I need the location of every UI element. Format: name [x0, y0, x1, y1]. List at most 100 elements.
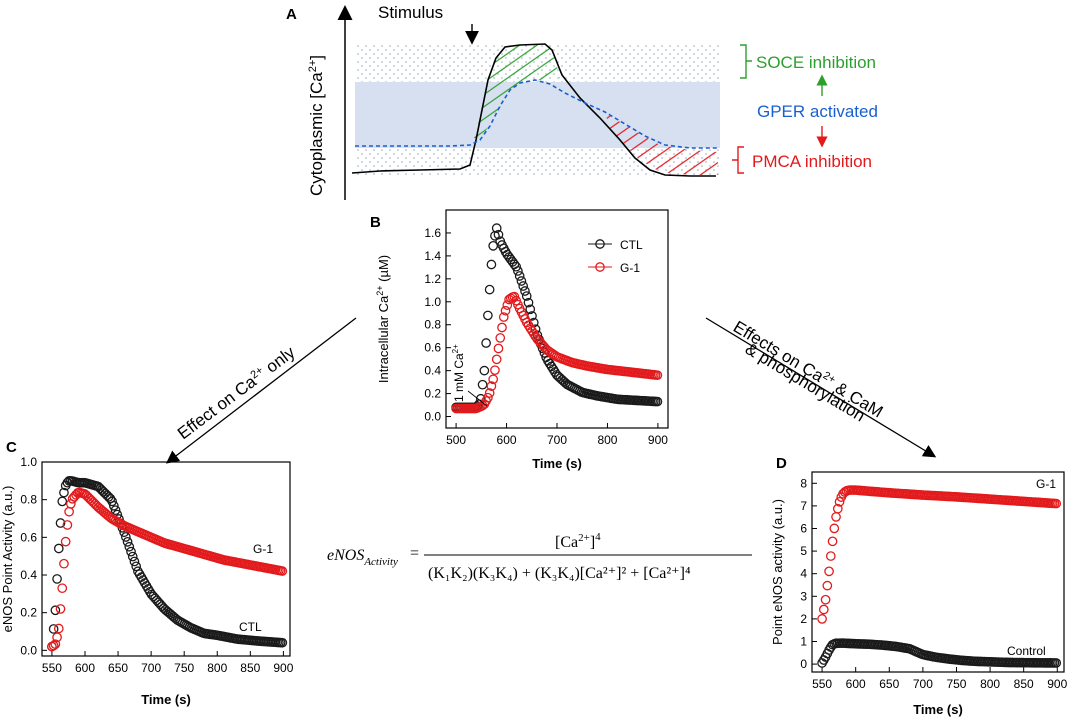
panel-c-ctl-point [108, 500, 119, 511]
panel-c-y-tick-label: 0.6 [20, 530, 37, 544]
panel-d-y-tick-label: 5 [800, 544, 807, 558]
panel-c-ctl-point [57, 496, 68, 507]
panel-b-y-tick-label: 1.2 [424, 272, 441, 286]
panel-d-g-1-point [822, 580, 833, 591]
panel-c-g-1-point [57, 583, 68, 594]
panel-b-g-1-point [486, 381, 497, 391]
panel-c-ctl-point [53, 543, 64, 554]
panel-d-g-1-point [832, 503, 843, 514]
panel-c-g-1-point [60, 536, 71, 547]
panel-c-ctl-point [48, 624, 59, 634]
panel-c-g-1-point [59, 558, 69, 569]
panel-b-ctl-point [516, 276, 527, 286]
panel-d-control-label: Control [1007, 644, 1046, 658]
panel-b-annotation-pointer [467, 390, 488, 407]
panel-c-y-axis-label: eNOS Point Activity (a.u.) [0, 486, 15, 633]
panel-c-g-1-point [90, 499, 100, 509]
panel-d-y-tick-label: 2 [800, 612, 807, 626]
panel-c-ctl-point [102, 490, 112, 501]
panel-c-ctl-point [50, 605, 61, 616]
panel-c-y-tick-label: 0.4 [20, 568, 37, 582]
panel-c-ctl-point [55, 518, 66, 528]
panel-b-x-tick-label: 700 [547, 433, 567, 447]
panel-d-x-tick-label: 600 [846, 677, 866, 691]
panel-c-g-1-point [53, 623, 64, 634]
gper-label: GPER activated [757, 102, 878, 121]
panel-b-x-tick-label: 500 [446, 433, 466, 447]
panel-b-legend-label: CTL [620, 238, 643, 252]
equation-denominator: (K₁K₂)(K₃K₄) + (K₃K₄)[Ca²⁺]² + [Ca²⁺]⁴ [428, 565, 691, 582]
panel-c-chart: C 550 600 650 700 750 800 850 900 0.0 0.2 0.4 0.6 0.… [0, 439, 294, 707]
panel-c-ctl-point [96, 485, 107, 495]
panel-c-x-tick-label: 900 [273, 661, 293, 675]
panel-b-y-tick-label: 0.4 [424, 364, 441, 378]
panel-c-g-1-point [64, 506, 74, 517]
panel-d-g-1-point [824, 566, 834, 577]
panel-c-x-tick-label: 700 [141, 661, 161, 675]
panel-c-ctl-point [122, 537, 133, 547]
panel-c-g-1-point [50, 639, 61, 650]
panel-b-ctl-point [483, 310, 493, 321]
panel-d-chart: D 550 600 650 700 750 800 850 900 0 1 2 3 4 5 6 7 8 Time … [770, 455, 1068, 717]
panel-b-y-tick-label: 1.4 [424, 249, 441, 263]
panel-b-g-1-point [491, 354, 502, 365]
panel-d-y-tick-label: 1 [800, 634, 807, 648]
panel-b-g-1-point [483, 392, 493, 403]
panel-d-x-tick-label: 550 [812, 677, 832, 691]
panel-a-pmca-region [605, 113, 718, 175]
panel-d-x-tick-label: 800 [980, 677, 1000, 691]
panel-c-ctl-point [52, 574, 62, 584]
panel-b-y-tick-label: 0.2 [424, 387, 441, 401]
panel-c-ctl-label: CTL [239, 620, 262, 634]
panel-b-g-1-point [652, 370, 663, 381]
panel-b-ctl-point [520, 286, 530, 296]
panel-c-ctl-point [100, 488, 111, 499]
panel-b-g-1-point [498, 312, 509, 322]
panel-b-y-axis-label: Intracellular Ca2+ (µM) [375, 255, 391, 383]
panel-d-y-tick-label: 8 [800, 476, 807, 490]
pmca-label: PMCA inhibition [752, 152, 872, 171]
equation-numerator: [Ca2+]4 [555, 531, 601, 551]
panel-b-x-tick-label: 900 [648, 433, 668, 447]
panel-b-g-1-point [497, 322, 507, 333]
panel-b-x-tick-label: 600 [497, 433, 517, 447]
panel-a-normal-band [355, 82, 720, 148]
panel-b-ctl-point [518, 281, 529, 291]
panel-b-ctl-point [525, 304, 536, 315]
panel-d-control-point [1051, 658, 1062, 668]
panel-b-ctl-point [652, 396, 663, 407]
panel-b-g-1-point [493, 343, 504, 354]
panel-b-ctl-point [511, 261, 521, 272]
panel-c-y-tick-label: 0.8 [20, 493, 37, 507]
panel-c-ctl-point [124, 541, 135, 552]
panel-d-y-tick-label: 4 [800, 567, 807, 581]
equation: eNOSActivity = [Ca2+]4 (K₁K₂)(K₃K₄) + (K… [327, 531, 752, 582]
panel-b-ctl-point [513, 266, 523, 276]
panel-d-x-tick-label: 700 [913, 677, 933, 691]
panel-d-y-axis-label: Point eNOS activity (a.u.) [770, 499, 785, 645]
panel-b-legend-marker [595, 262, 605, 272]
panel-c-g-1-point [83, 492, 93, 502]
panel-b-x-tick-label: 800 [597, 433, 617, 447]
panel-a-black-trace [351, 43, 716, 177]
panel-c-y-tick-label: 0.2 [20, 606, 37, 620]
soce-bracket [740, 44, 752, 79]
panel-c-g-1-point [88, 497, 99, 508]
panel-d-x-tick-label: 900 [1047, 677, 1067, 691]
panel-d-g-1-point [1051, 498, 1062, 509]
panel-c-plot-frame [41, 461, 291, 657]
panel-c-g-1-point [81, 490, 92, 501]
panel-c-ctl-point [127, 551, 138, 562]
stimulus-label: Stimulus [378, 3, 443, 22]
panel-d-g-1-point [834, 496, 845, 507]
panel-d-g1-label: G-1 [1036, 477, 1056, 491]
right-arrow [705, 317, 937, 458]
panel-c-g-1-point [48, 640, 59, 651]
panel-d-g-1-point [820, 594, 831, 605]
panel-c-ctl-point [95, 483, 105, 494]
left-arrow-label: Effect on Ca2+ only [174, 342, 299, 443]
panel-b-y-tick-label: 1.0 [424, 295, 441, 309]
equals-sign: = [410, 545, 419, 562]
panel-c-x-tick-label: 800 [207, 661, 227, 675]
